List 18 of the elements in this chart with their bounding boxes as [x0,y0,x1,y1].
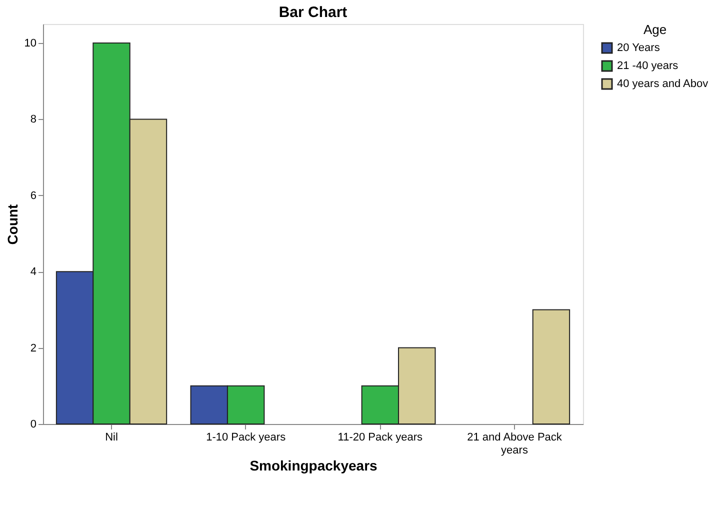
y-tick-label: 8 [30,114,36,126]
x-tick-label: 21 and Above Pack years [467,432,562,456]
y-tick-label: 2 [30,342,36,354]
bar [532,309,570,424]
legend-title: Age [643,22,667,37]
y-tick-label: 6 [30,190,36,202]
y-axis-title: Count [4,204,20,245]
x-tick-label: 1-10 Pack years [206,432,286,444]
y-tick-label: 0 [30,418,36,430]
legend-label: 40 years and Abov [617,78,709,90]
x-axis-title: Smokingpackyears [250,458,378,474]
y-tick-label: 4 [30,266,36,278]
x-tick-label: Nil [105,432,118,444]
chart-title: Bar Chart [278,4,348,21]
legend-label: 20 Years [617,42,660,54]
x-tick-label: 11-20 Pack years [338,432,424,444]
legend-label: 21 -40 years [617,60,679,72]
y-tick-label: 10 [24,38,36,50]
